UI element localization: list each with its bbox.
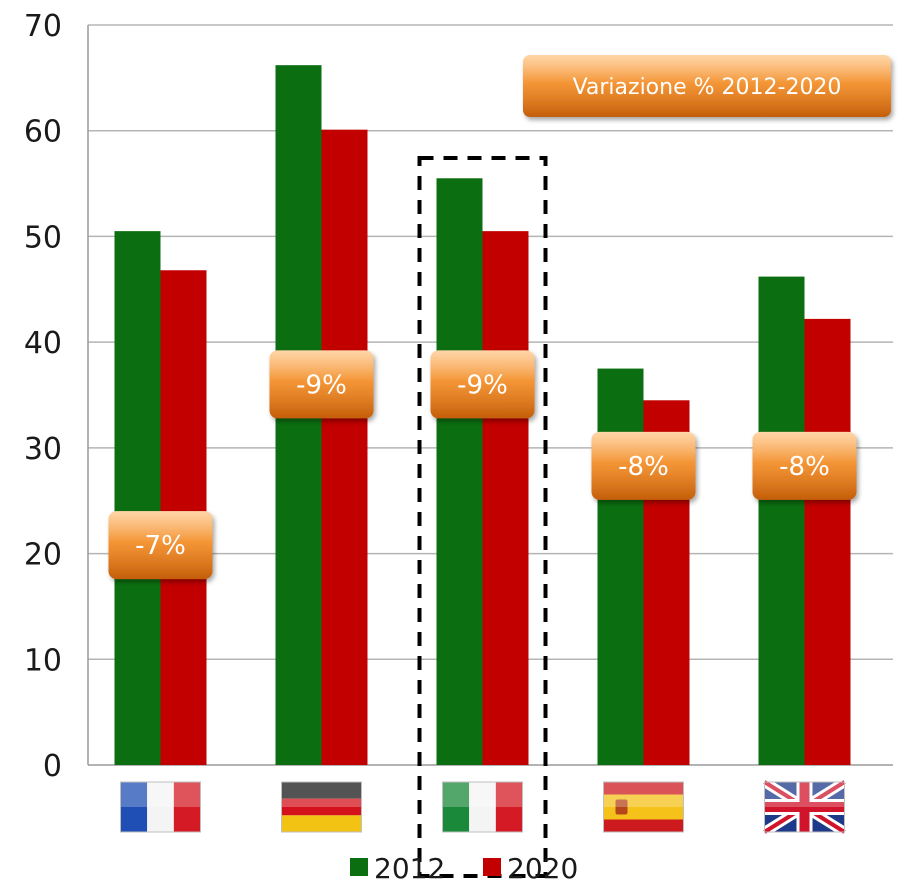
change-badge-text: -9% xyxy=(296,370,347,400)
flag-uk-icon xyxy=(761,777,848,837)
legend-swatch xyxy=(483,858,501,876)
y-tick-label: 70 xyxy=(24,9,62,44)
legend-label: 2020 xyxy=(507,852,578,885)
y-tick-label: 0 xyxy=(43,749,62,784)
change-badge-text: -8% xyxy=(779,452,830,482)
change-badge: -9% xyxy=(269,350,374,419)
bar-2012-italy xyxy=(436,178,483,766)
highlight-box xyxy=(417,156,548,878)
header-badge-gloss xyxy=(523,55,891,117)
change-badge-gloss xyxy=(591,431,696,500)
flag-france-icon xyxy=(120,781,201,833)
change-badge-gloss xyxy=(752,431,857,500)
header-badge: Variazione % 2012-2020 xyxy=(523,55,891,117)
y-tick-label: 20 xyxy=(24,538,62,573)
bar-2012-france xyxy=(114,231,161,766)
legend-label: 2012 xyxy=(374,852,445,885)
legend-entry-2020: 2020 xyxy=(483,852,578,885)
bar-2020-united-kingdom xyxy=(804,318,851,765)
flag-spain-icon xyxy=(603,781,684,833)
change-badge: -8% xyxy=(591,431,696,500)
bar-2020-italy xyxy=(482,231,529,766)
change-badge-gloss xyxy=(108,511,213,580)
y-tick-label: 50 xyxy=(24,220,62,255)
bar-2012-spain xyxy=(597,368,644,765)
flag-italy-icon xyxy=(442,781,523,833)
change-badge-text: -8% xyxy=(618,452,669,482)
change-badge-gloss xyxy=(269,350,374,419)
flag-germany-icon xyxy=(281,781,362,833)
change-badge: -8% xyxy=(752,431,857,500)
legend-swatch xyxy=(350,858,368,876)
change-badge: -9% xyxy=(430,350,535,419)
bar-2012-united-kingdom xyxy=(758,276,805,765)
y-tick-labels: 0 10 20 30 40 50 60 70 xyxy=(24,9,62,784)
header-badge-text: Variazione % 2012-2020 xyxy=(573,75,842,100)
change-badge-gloss xyxy=(430,350,535,419)
category-flags xyxy=(120,777,848,837)
y-tick-label: 10 xyxy=(24,643,62,678)
y-tick-label: 30 xyxy=(24,432,62,467)
legend-entry-2012: 2012 xyxy=(350,852,445,885)
change-badges: -7% -9% -9% -8% -8% xyxy=(108,350,857,580)
change-badge-text: -7% xyxy=(135,531,186,561)
y-tick-label: 60 xyxy=(24,115,62,150)
legend: 2012 2020 xyxy=(350,852,578,885)
y-tick-label: 40 xyxy=(24,326,62,361)
change-badge: -7% xyxy=(108,511,213,580)
highlight-dashed-box xyxy=(417,156,548,878)
bar-2020-germany xyxy=(321,129,368,765)
change-badge-text: -9% xyxy=(457,370,508,400)
